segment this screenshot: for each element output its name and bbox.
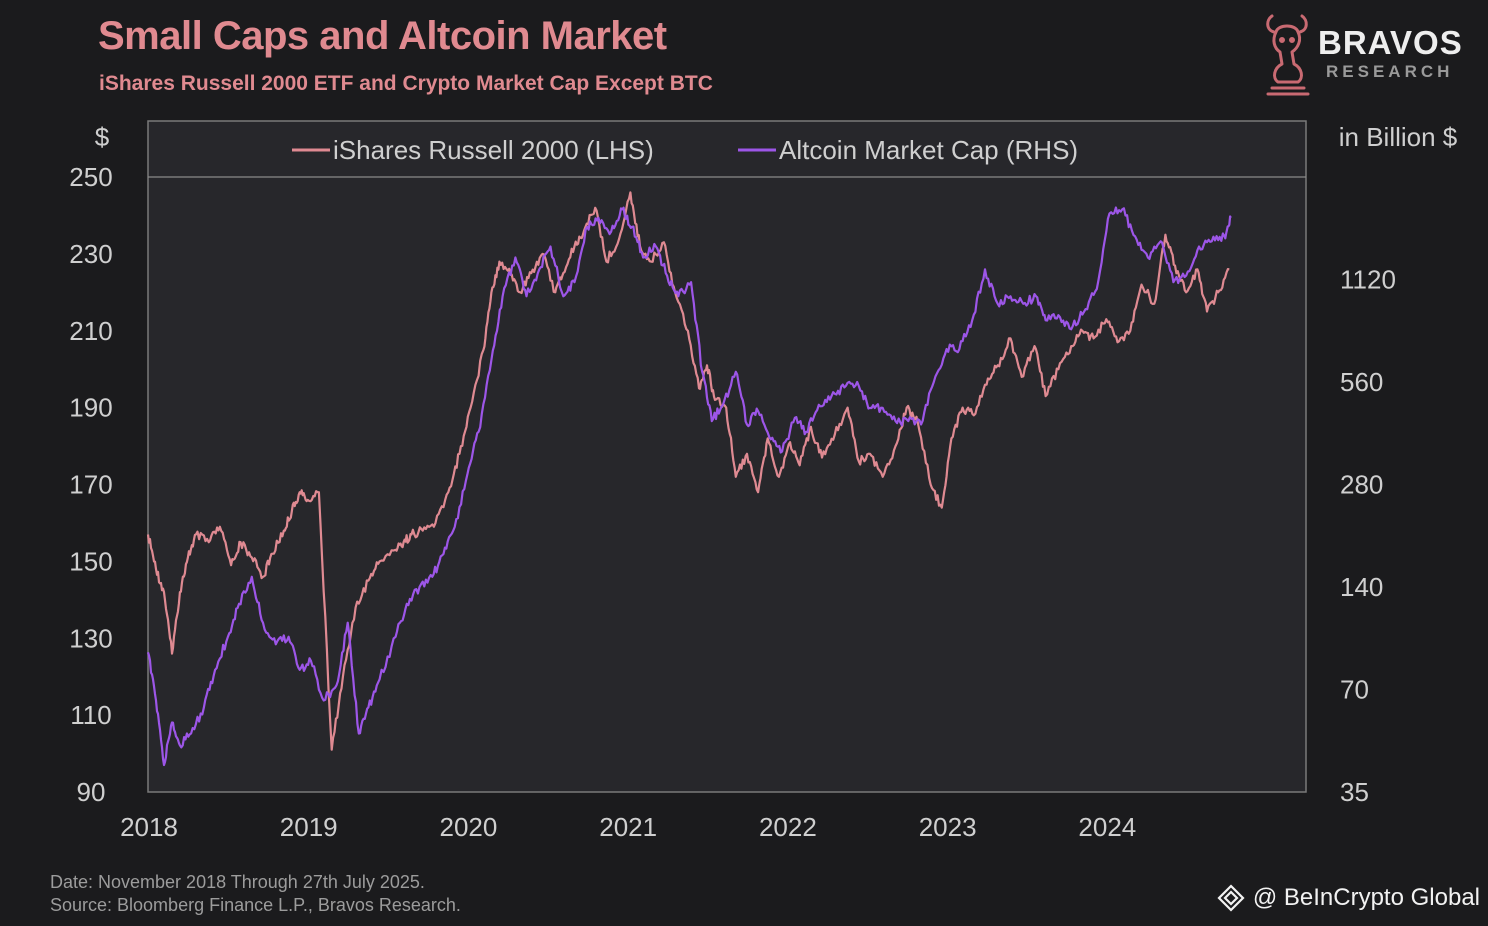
left-tick-label: 130 (69, 623, 112, 653)
legend-label: Altcoin Market Cap (RHS) (779, 135, 1078, 165)
right-tick-label: 35 (1340, 777, 1369, 807)
left-tick-label: 210 (69, 316, 112, 346)
beincrypto-diamond-icon (1217, 884, 1245, 912)
left-tick-label: 110 (70, 700, 111, 730)
x-axis: 2018 2019 2020 2021 2022 2023 2024 (120, 812, 1136, 842)
left-tick-label: 250 (69, 162, 112, 192)
logo-name: BRAVOS (1318, 24, 1463, 61)
chart-subtitle: iShares Russell 2000 ETF and Crypto Mark… (99, 72, 713, 95)
bull-knight-icon (1266, 14, 1310, 96)
left-tick-label: 230 (69, 239, 112, 269)
right-tick-label: 1120 (1340, 265, 1396, 295)
x-tick-label: 2019 (280, 812, 338, 842)
russell-2000-line (146, 191, 1230, 751)
legend-label: iShares Russell 2000 (LHS) (333, 135, 654, 165)
x-tick-label: 2024 (1078, 812, 1136, 842)
series-lines (146, 191, 1232, 767)
left-axis: 250 230 210 190 170 150 130 110 90 (69, 162, 112, 807)
left-axis-unit: $ (95, 122, 110, 152)
x-tick-label: 2020 (440, 812, 498, 842)
left-tick-label: 150 (69, 546, 112, 576)
altcoin-market-cap-line (146, 206, 1232, 767)
x-tick-label: 2023 (919, 812, 977, 842)
right-axis: 1120 560 280 140 70 35 (1340, 265, 1396, 808)
beincrypto-watermark: @ BeInCrypto Global (1217, 884, 1480, 912)
right-axis-unit: in Billion $ (1339, 122, 1458, 152)
right-tick-label: 280 (1340, 470, 1383, 500)
x-tick-label: 2022 (759, 812, 817, 842)
right-tick-label: 140 (1340, 572, 1383, 602)
logo-subtitle: RESEARCH (1326, 62, 1454, 81)
source-note: Source: Bloomberg Finance L.P., Bravos R… (50, 895, 461, 915)
legend: iShares Russell 2000 (LHS) Altcoin Market… (292, 135, 1078, 165)
bravos-logo: BRAVOS RESEARCH (1258, 8, 1478, 100)
left-tick-label: 90 (77, 777, 106, 807)
right-tick-label: 560 (1340, 367, 1383, 397)
x-tick-label: 2021 (599, 812, 657, 842)
date-note: Date: November 2018 Through 27th July 20… (50, 872, 425, 892)
plot-area (147, 120, 1307, 793)
left-tick-label: 190 (69, 393, 112, 423)
chart-title: Small Caps and Altcoin Market (98, 14, 667, 58)
watermark-text: @ BeInCrypto Global (1252, 884, 1480, 911)
right-tick-label: 70 (1340, 675, 1369, 705)
x-tick-label: 2018 (120, 812, 178, 842)
left-tick-label: 170 (69, 470, 112, 500)
